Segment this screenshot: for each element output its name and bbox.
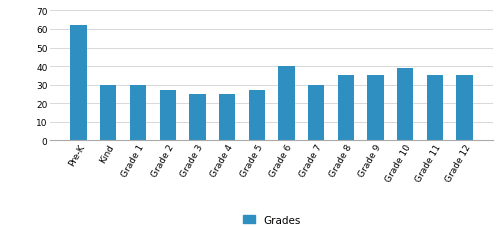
Bar <box>100 85 117 141</box>
Bar <box>70 26 87 141</box>
Bar <box>130 85 146 141</box>
Bar <box>248 91 265 141</box>
Bar <box>338 76 354 141</box>
Bar <box>159 91 176 141</box>
Bar <box>189 94 206 141</box>
Bar <box>397 69 413 141</box>
Bar <box>219 94 235 141</box>
Bar <box>308 85 324 141</box>
Bar <box>367 76 384 141</box>
Legend: Grades: Grades <box>238 210 305 227</box>
Bar <box>278 67 295 141</box>
Bar <box>457 76 473 141</box>
Bar <box>427 76 443 141</box>
